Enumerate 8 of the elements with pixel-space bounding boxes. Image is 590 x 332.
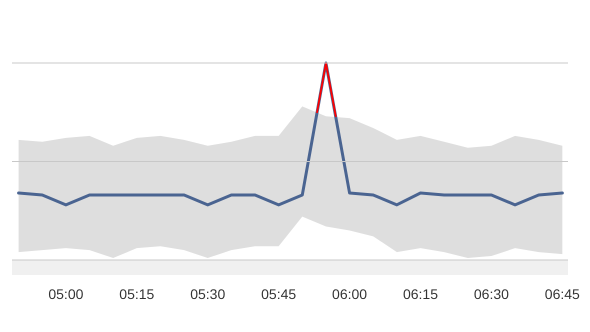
x-tick-label: 05:30 [190,286,226,302]
x-tick-label: 05:15 [119,286,155,302]
x-tick-label: 06:30 [474,286,510,302]
x-tick-label: 06:15 [402,286,438,302]
x-tick-label: 06:00 [332,286,368,302]
x-tick-label: 06:45 [544,286,580,302]
x-tick-label: 05:00 [48,286,84,302]
x-tick-label: 05:45 [261,286,296,302]
